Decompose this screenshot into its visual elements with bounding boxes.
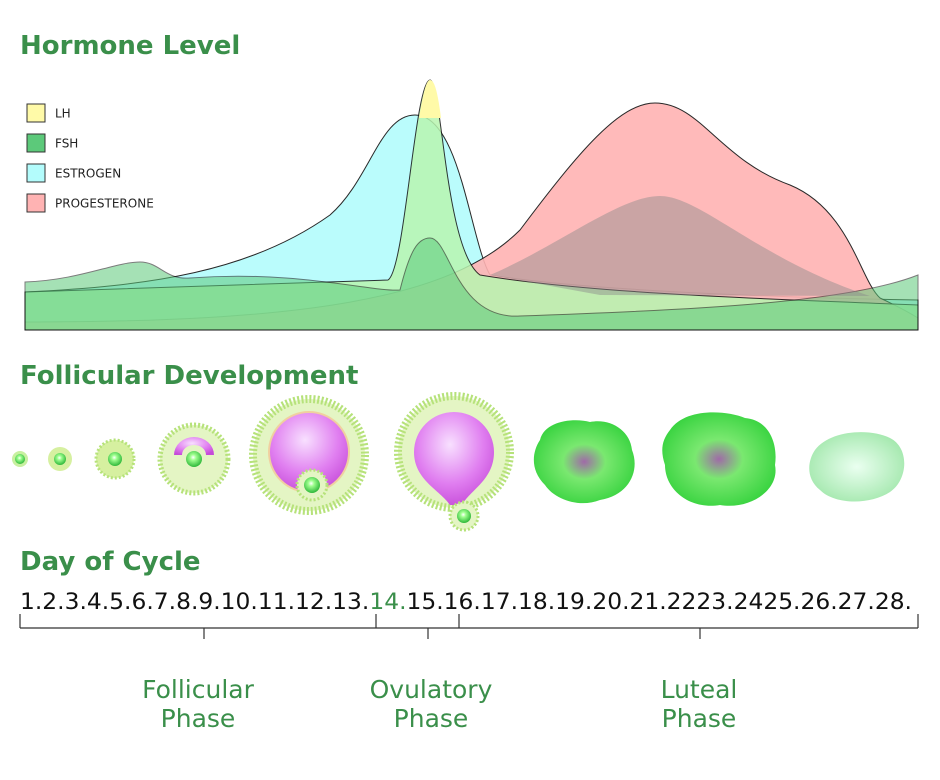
day-label: 8.: [176, 590, 198, 615]
legend-label: FSH: [55, 137, 78, 151]
day-label: 22: [667, 590, 697, 615]
phase-label: Luteal: [661, 675, 738, 704]
day-label: 1.: [20, 590, 42, 615]
day-label: 24: [734, 590, 764, 615]
day-label: 10.: [221, 590, 258, 615]
day-label: 7.: [154, 590, 176, 615]
legend-swatch: [26, 193, 46, 213]
legend-swatch: [26, 103, 46, 123]
day-label: 23.: [696, 590, 733, 615]
day-label: 27.: [838, 590, 875, 615]
section-title: Hormone Level: [20, 31, 240, 61]
phase-label: Phase: [161, 704, 236, 733]
day-label: 17.: [481, 590, 518, 615]
day-label: 18.: [518, 590, 555, 615]
phase-label: Phase: [662, 704, 737, 733]
day-label: 6.: [132, 590, 154, 615]
day-label: 25.: [763, 590, 800, 615]
section-title: Day of Cycle: [20, 547, 201, 577]
day-label: 20.: [592, 590, 629, 615]
day-label: 28.: [875, 590, 912, 615]
legend-label: LH: [55, 107, 71, 121]
phase-bracket: [19, 614, 919, 639]
day-label: 12.: [295, 590, 332, 615]
section-title: Follicular Development: [20, 361, 358, 391]
hormone-curves: [24, 79, 919, 331]
day-label: 2.: [42, 590, 64, 615]
legend-label: PROGESTERONE: [55, 197, 154, 211]
legend-label: ESTROGEN: [55, 167, 121, 181]
phase-label: Follicular: [142, 675, 254, 704]
day-label: 3.: [65, 590, 87, 615]
day-label: 4.: [87, 590, 109, 615]
day-label: 11.: [258, 590, 295, 615]
legend-swatch: [26, 133, 46, 153]
day-label: 5.: [109, 590, 131, 615]
day-label: 21.: [630, 590, 667, 615]
day-label: 16.: [444, 590, 481, 615]
day-label: 19.: [555, 590, 592, 615]
legend: LH FSH ESTROGEN PROGESTERONE: [26, 103, 154, 213]
phase-label: Phase: [394, 704, 469, 733]
day-label: 15.: [407, 590, 444, 615]
day-label: 26.: [801, 590, 838, 615]
day-labels: 1.2.3.4.5.6.7.8.9.10.11.12.13.14.15.16.1…: [20, 590, 912, 615]
legend-swatch: [26, 163, 46, 183]
day-label: 9.: [198, 590, 220, 615]
phase-label: Ovulatory: [370, 675, 493, 704]
day-label: 14.: [369, 590, 406, 615]
follicles: [12, 392, 905, 532]
day-label: 13.: [332, 590, 369, 615]
